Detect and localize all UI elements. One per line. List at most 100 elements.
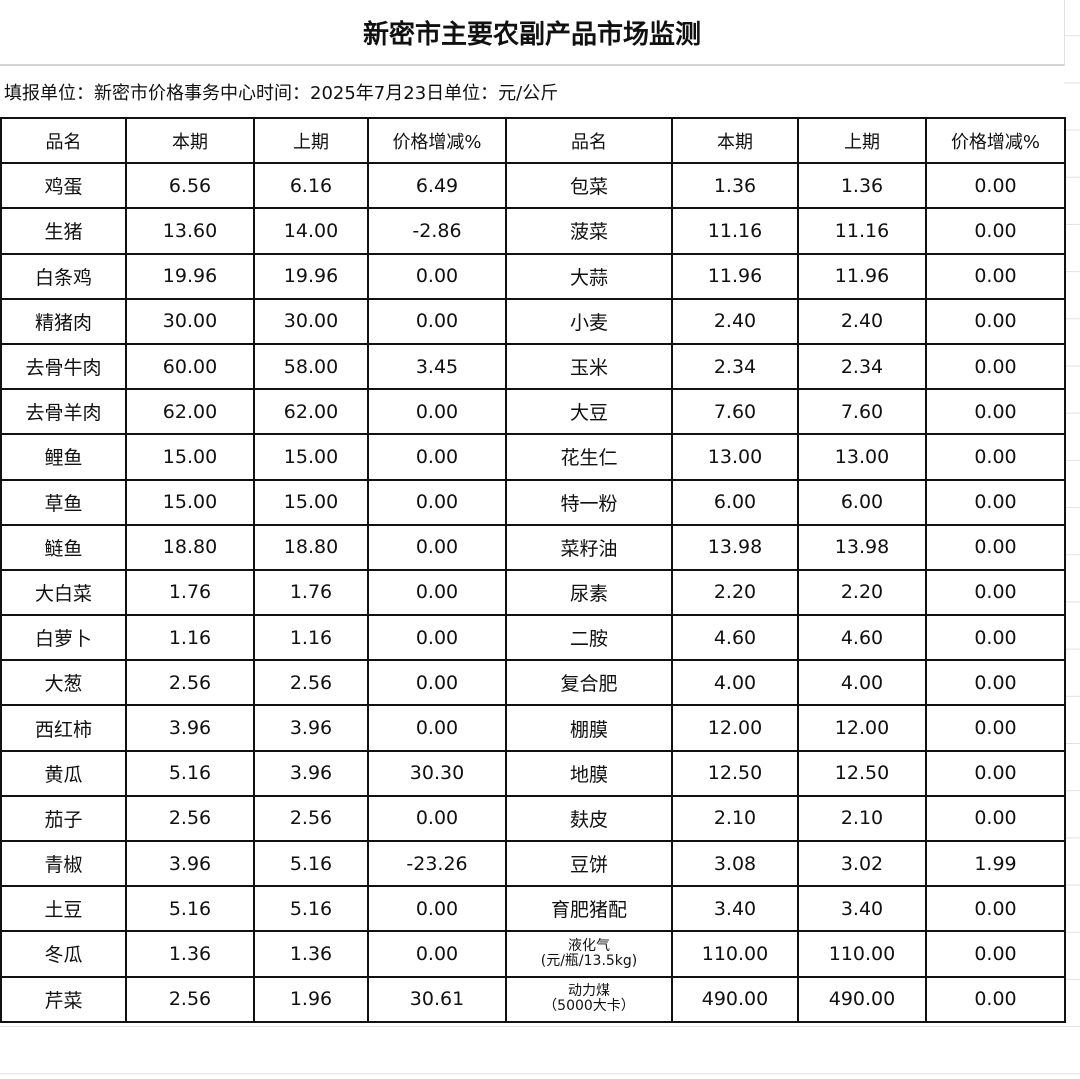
previous-price-cell[interactable]: 110.00 [797, 930, 927, 978]
current-price-cell[interactable]: 2.34 [671, 342, 799, 391]
change-percent-cell[interactable]: 0.00 [925, 342, 1066, 391]
previous-price-cell[interactable]: 7.60 [797, 388, 927, 436]
previous-price-cell[interactable]: 2.40 [797, 297, 927, 345]
change-percent-cell[interactable]: 0.00 [925, 614, 1066, 662]
previous-price-cell[interactable]: 2.56 [253, 794, 369, 843]
column-header[interactable]: 价格增减% [367, 116, 507, 165]
previous-price-cell[interactable]: 13.98 [797, 523, 927, 571]
current-price-cell[interactable]: 2.56 [125, 659, 255, 707]
current-price-cell[interactable]: 30.00 [125, 297, 255, 345]
item-name-cell[interactable]: 豆饼 [505, 839, 673, 888]
previous-price-cell[interactable]: 12.00 [797, 704, 927, 752]
previous-price-cell[interactable]: 12.50 [797, 749, 927, 797]
column-header[interactable]: 本期 [125, 116, 255, 165]
previous-price-cell[interactable]: 18.80 [253, 523, 369, 571]
current-price-cell[interactable]: 18.80 [125, 523, 255, 571]
current-price-cell[interactable]: 15.00 [125, 478, 255, 526]
previous-price-cell[interactable]: 11.16 [797, 207, 927, 255]
previous-price-cell[interactable]: 2.20 [797, 568, 927, 617]
change-percent-cell[interactable]: 0.00 [925, 297, 1066, 345]
current-price-cell[interactable]: 60.00 [125, 342, 255, 391]
column-header[interactable]: 上期 [797, 116, 927, 165]
change-percent-cell[interactable]: 0.00 [367, 388, 507, 436]
change-percent-cell[interactable]: 0.00 [925, 794, 1066, 843]
current-price-cell[interactable]: 1.36 [671, 162, 799, 210]
previous-price-cell[interactable]: 14.00 [253, 207, 369, 255]
change-percent-cell[interactable]: 0.00 [367, 885, 507, 933]
item-name-cell[interactable]: 大白菜 [0, 568, 127, 617]
change-percent-cell[interactable]: 3.45 [367, 342, 507, 391]
column-header[interactable]: 价格增减% [925, 116, 1066, 165]
item-name-cell[interactable]: 黄瓜 [0, 749, 127, 797]
current-price-cell[interactable]: 6.00 [671, 478, 799, 526]
current-price-cell[interactable]: 6.56 [125, 162, 255, 210]
current-price-cell[interactable]: 4.00 [671, 659, 799, 707]
current-price-cell[interactable]: 13.00 [671, 433, 799, 481]
previous-price-cell[interactable]: 5.16 [253, 839, 369, 888]
change-percent-cell[interactable]: 0.00 [925, 388, 1066, 436]
current-price-cell[interactable]: 15.00 [125, 433, 255, 481]
previous-price-cell[interactable]: 13.00 [797, 433, 927, 481]
previous-price-cell[interactable]: 15.00 [253, 478, 369, 526]
change-percent-cell[interactable]: 0.00 [925, 885, 1066, 933]
previous-price-cell[interactable]: 4.60 [797, 614, 927, 662]
change-percent-cell[interactable]: 0.00 [367, 614, 507, 662]
change-percent-cell[interactable]: 0.00 [925, 252, 1066, 300]
previous-price-cell[interactable]: 1.36 [797, 162, 927, 210]
current-price-cell[interactable]: 62.00 [125, 388, 255, 436]
change-percent-cell[interactable]: 0.00 [925, 704, 1066, 752]
item-name-cell[interactable]: 小麦 [505, 297, 673, 345]
item-name-cell[interactable]: 菠菜 [505, 207, 673, 255]
current-price-cell[interactable]: 12.50 [671, 749, 799, 797]
change-percent-cell[interactable]: 0.00 [367, 930, 507, 978]
previous-price-cell[interactable]: 490.00 [797, 975, 927, 1023]
item-name-cell[interactable]: 液化气 (元/瓶/13.5kg) [505, 930, 673, 978]
previous-price-cell[interactable]: 19.96 [253, 252, 369, 300]
change-percent-cell[interactable]: 30.30 [367, 749, 507, 797]
item-name-cell[interactable]: 冬瓜 [0, 930, 127, 978]
change-percent-cell[interactable]: 0.00 [367, 523, 507, 571]
previous-price-cell[interactable]: 1.16 [253, 614, 369, 662]
current-price-cell[interactable]: 2.10 [671, 794, 799, 843]
previous-price-cell[interactable]: 5.16 [253, 885, 369, 933]
change-percent-cell[interactable]: -2.86 [367, 207, 507, 255]
current-price-cell[interactable]: 1.16 [125, 614, 255, 662]
change-percent-cell[interactable]: 0.00 [925, 523, 1066, 571]
current-price-cell[interactable]: 4.60 [671, 614, 799, 662]
item-name-cell[interactable]: 育肥猪配 [505, 885, 673, 933]
previous-price-cell[interactable]: 4.00 [797, 659, 927, 707]
current-price-cell[interactable]: 3.40 [671, 885, 799, 933]
current-price-cell[interactable]: 3.08 [671, 839, 799, 888]
previous-price-cell[interactable]: 3.02 [797, 839, 927, 888]
current-price-cell[interactable]: 490.00 [671, 975, 799, 1023]
current-price-cell[interactable]: 2.20 [671, 568, 799, 617]
current-price-cell[interactable]: 3.96 [125, 839, 255, 888]
previous-price-cell[interactable]: 1.76 [253, 568, 369, 617]
previous-price-cell[interactable]: 1.36 [253, 930, 369, 978]
current-price-cell[interactable]: 2.56 [125, 794, 255, 843]
item-name-cell[interactable]: 大豆 [505, 388, 673, 436]
current-price-cell[interactable]: 11.16 [671, 207, 799, 255]
change-percent-cell[interactable]: 0.00 [925, 659, 1066, 707]
item-name-cell[interactable]: 复合肥 [505, 659, 673, 707]
item-name-cell[interactable]: 芹菜 [0, 975, 127, 1023]
item-name-cell[interactable]: 精猪肉 [0, 297, 127, 345]
current-price-cell[interactable]: 13.98 [671, 523, 799, 571]
item-name-cell[interactable]: 特一粉 [505, 478, 673, 526]
current-price-cell[interactable]: 12.00 [671, 704, 799, 752]
change-percent-cell[interactable]: 0.00 [367, 704, 507, 752]
current-price-cell[interactable]: 5.16 [125, 885, 255, 933]
previous-price-cell[interactable]: 2.56 [253, 659, 369, 707]
item-name-cell[interactable]: 白条鸡 [0, 252, 127, 300]
current-price-cell[interactable]: 7.60 [671, 388, 799, 436]
previous-price-cell[interactable]: 1.96 [253, 975, 369, 1023]
previous-price-cell[interactable]: 2.34 [797, 342, 927, 391]
previous-price-cell[interactable]: 15.00 [253, 433, 369, 481]
previous-price-cell[interactable]: 3.96 [253, 704, 369, 752]
change-percent-cell[interactable]: 0.00 [925, 433, 1066, 481]
item-name-cell[interactable]: 玉米 [505, 342, 673, 391]
change-percent-cell[interactable]: 0.00 [925, 930, 1066, 978]
change-percent-cell[interactable]: 1.99 [925, 839, 1066, 888]
change-percent-cell[interactable]: -23.26 [367, 839, 507, 888]
change-percent-cell[interactable]: 0.00 [367, 478, 507, 526]
